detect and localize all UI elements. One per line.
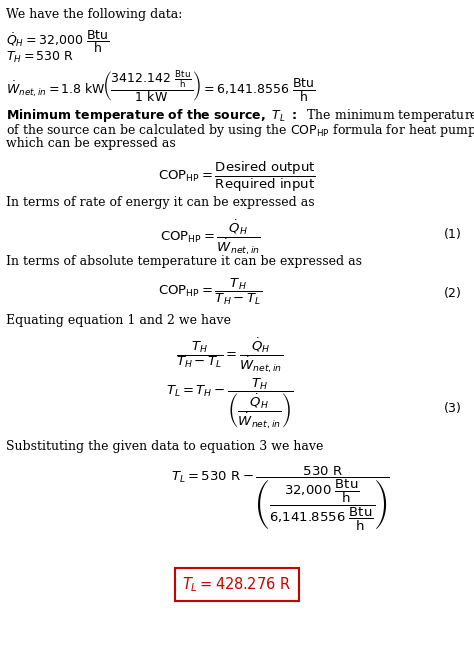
Text: $(1)$: $(1)$ — [443, 226, 462, 241]
Text: $T_H = 530\ \mathrm{R}$: $T_H = 530\ \mathrm{R}$ — [6, 50, 74, 65]
Text: Substituting the given data to equation 3 we have: Substituting the given data to equation … — [6, 440, 323, 453]
Text: which can be expressed as: which can be expressed as — [6, 137, 176, 150]
Text: of the source can be calculated by using the $\mathrm{COP_{HP}}$ formula for hea: of the source can be calculated by using… — [6, 122, 474, 139]
Text: $\mathbf{Minimum\ temperature\ of\ the\ source,}\ \mathit{T_L}\ \mathbf{:}$  The: $\mathbf{Minimum\ temperature\ of\ the\ … — [6, 107, 474, 124]
Text: $T_L = T_H - \dfrac{T_H}{\left(\dfrac{\dot{Q}_H}{\dot{W}_{net,in}}\right)}$: $T_L = T_H - \dfrac{T_H}{\left(\dfrac{\d… — [166, 376, 294, 431]
Text: $T_L = 530\ \mathrm{R} - \dfrac{530\ \mathrm{R}}{\left(\dfrac{32{,}000\ \dfrac{\: $T_L = 530\ \mathrm{R} - \dfrac{530\ \ma… — [171, 465, 390, 533]
Text: $\dot{Q}_H = 32{,}000\ \dfrac{\mathrm{Btu}}{\mathrm{h}}$: $\dot{Q}_H = 32{,}000\ \dfrac{\mathrm{Bt… — [6, 28, 109, 55]
Text: $T_L = 428.276\ \mathrm{R}$: $T_L = 428.276\ \mathrm{R}$ — [182, 575, 292, 594]
Text: $(3)$: $(3)$ — [443, 400, 462, 415]
Text: $\mathrm{COP_{HP}} = \dfrac{T_H}{T_H - T_L}$: $\mathrm{COP_{HP}} = \dfrac{T_H}{T_H - T… — [158, 277, 262, 307]
Text: $\dot{W}_{net,in} = 1.8\ \mathrm{kW}\!\left(\dfrac{3412.142\ \frac{\mathrm{Btu}}: $\dot{W}_{net,in} = 1.8\ \mathrm{kW}\!\l… — [6, 68, 316, 105]
Text: We have the following data:: We have the following data: — [6, 8, 182, 21]
Text: $\mathrm{COP_{HP}} = \dfrac{\mathrm{Desired\ output}}{\mathrm{Required\ input}}$: $\mathrm{COP_{HP}} = \dfrac{\mathrm{Desi… — [158, 160, 316, 194]
Text: $\dfrac{T_H}{T_H - T_L} = \dfrac{\dot{Q}_H}{\dot{W}_{net,in}}$: $\dfrac{T_H}{T_H - T_L} = \dfrac{\dot{Q}… — [176, 336, 283, 375]
Text: In terms of absolute temperature it can be expressed as: In terms of absolute temperature it can … — [6, 255, 362, 268]
Text: $(2)$: $(2)$ — [443, 285, 462, 300]
Text: Equating equation 1 and 2 we have: Equating equation 1 and 2 we have — [6, 314, 231, 327]
Text: In terms of rate of energy it can be expressed as: In terms of rate of energy it can be exp… — [6, 196, 315, 209]
Text: $\mathrm{COP_{HP}} = \dfrac{\dot{Q}_H}{\dot{W}_{net,in}}$: $\mathrm{COP_{HP}} = \dfrac{\dot{Q}_H}{\… — [160, 218, 261, 257]
